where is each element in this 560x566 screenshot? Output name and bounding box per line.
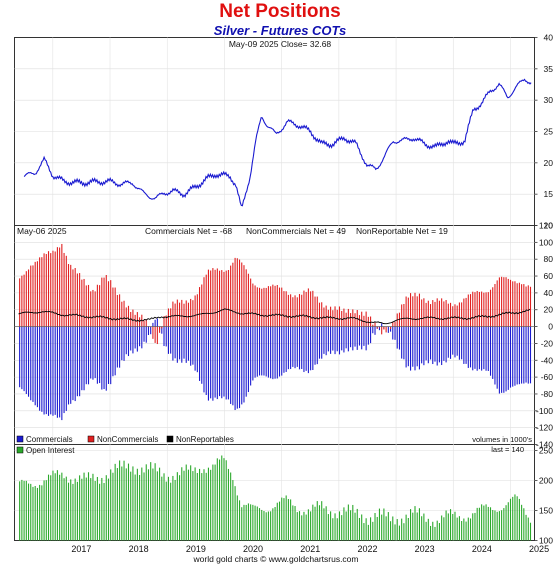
y-tick-label: 80 [544,254,554,264]
y-tick-label: -80 [541,389,554,399]
price-plot [23,78,532,207]
y-tick-label: -60 [541,372,554,382]
y-tick-label: 15 [544,189,554,199]
y-tick-label: 40 [544,33,554,43]
axis-labels: 10152025303540-140-120-100-80-60-40-2002… [71,33,553,555]
chart-title: Net Positions [219,1,341,22]
y-tick-label: -120 [536,423,553,433]
footer-credit: world gold charts © www.goldchartsrus.co… [193,554,359,564]
nonreportables-line [18,308,531,325]
y-tick-label: 35 [544,64,554,74]
y-tick-label: 100 [539,536,553,546]
y-tick-label: 20 [544,158,554,168]
y-tick-label: 0 [548,322,553,332]
x-tick-label: 2025 [529,544,549,554]
y-tick-label: 100 [539,237,553,247]
legend-swatch-commercials [16,435,24,443]
legend-label-open-interest: Open Interest [26,446,75,455]
positions-date-label: May-06 2025 [17,226,67,236]
y-tick-label: 25 [544,127,554,137]
x-tick-label: 2020 [243,544,263,554]
legend-swatch-nonreportables [166,435,174,443]
open-interest-plot [19,455,532,541]
y-tick-label: 40 [544,288,554,298]
y-tick-label: 60 [544,271,554,281]
x-tick-label: 2017 [71,544,91,554]
legend-swatch-open-interest [16,446,24,454]
legend-swatch-noncommercials [87,435,95,443]
y-tick-label: 250 [539,446,553,456]
positions-plot [14,243,535,421]
y-tick-label: -140 [536,440,553,450]
chart-subtitle: Silver - Futures COTs [213,23,347,38]
legend-label-commercials: Commercials [26,435,73,444]
y-tick-label: -100 [536,406,553,416]
y-tick-label: -20 [541,338,554,348]
x-tick-label: 2022 [357,544,377,554]
price-panel-header: May-09 2025 Close= 32.68 [229,39,332,49]
x-tick-label: 2019 [186,544,206,554]
legend-label-noncommercials: NonCommercials [97,435,158,444]
nonreportable-net-label: NonReportable Net = 19 [356,226,448,236]
x-tick-label: 2018 [129,544,149,554]
y-tick-label: 120 [539,221,553,231]
legend-label-nonreportables: NonReportables [176,435,234,444]
x-tick-label: 2021 [300,544,320,554]
y-tick-label: -40 [541,355,554,365]
y-tick-label: 150 [539,506,553,516]
x-tick-label: 2023 [415,544,435,554]
open-interest-last: last = 140 [491,445,524,454]
y-tick-label: 30 [544,95,554,105]
y-tick-label: 20 [544,305,554,315]
y-tick-label: 200 [539,476,553,486]
y-tick-label: 10 [544,221,554,231]
volumes-note: volumes in 1000's [472,435,532,444]
x-tick-label: 2024 [472,544,492,554]
noncommercials-net-label: NonCommercials Net = 49 [246,226,346,236]
commercials-net-label: Commercials Net = -68 [145,226,232,236]
price-series-line [23,78,532,207]
